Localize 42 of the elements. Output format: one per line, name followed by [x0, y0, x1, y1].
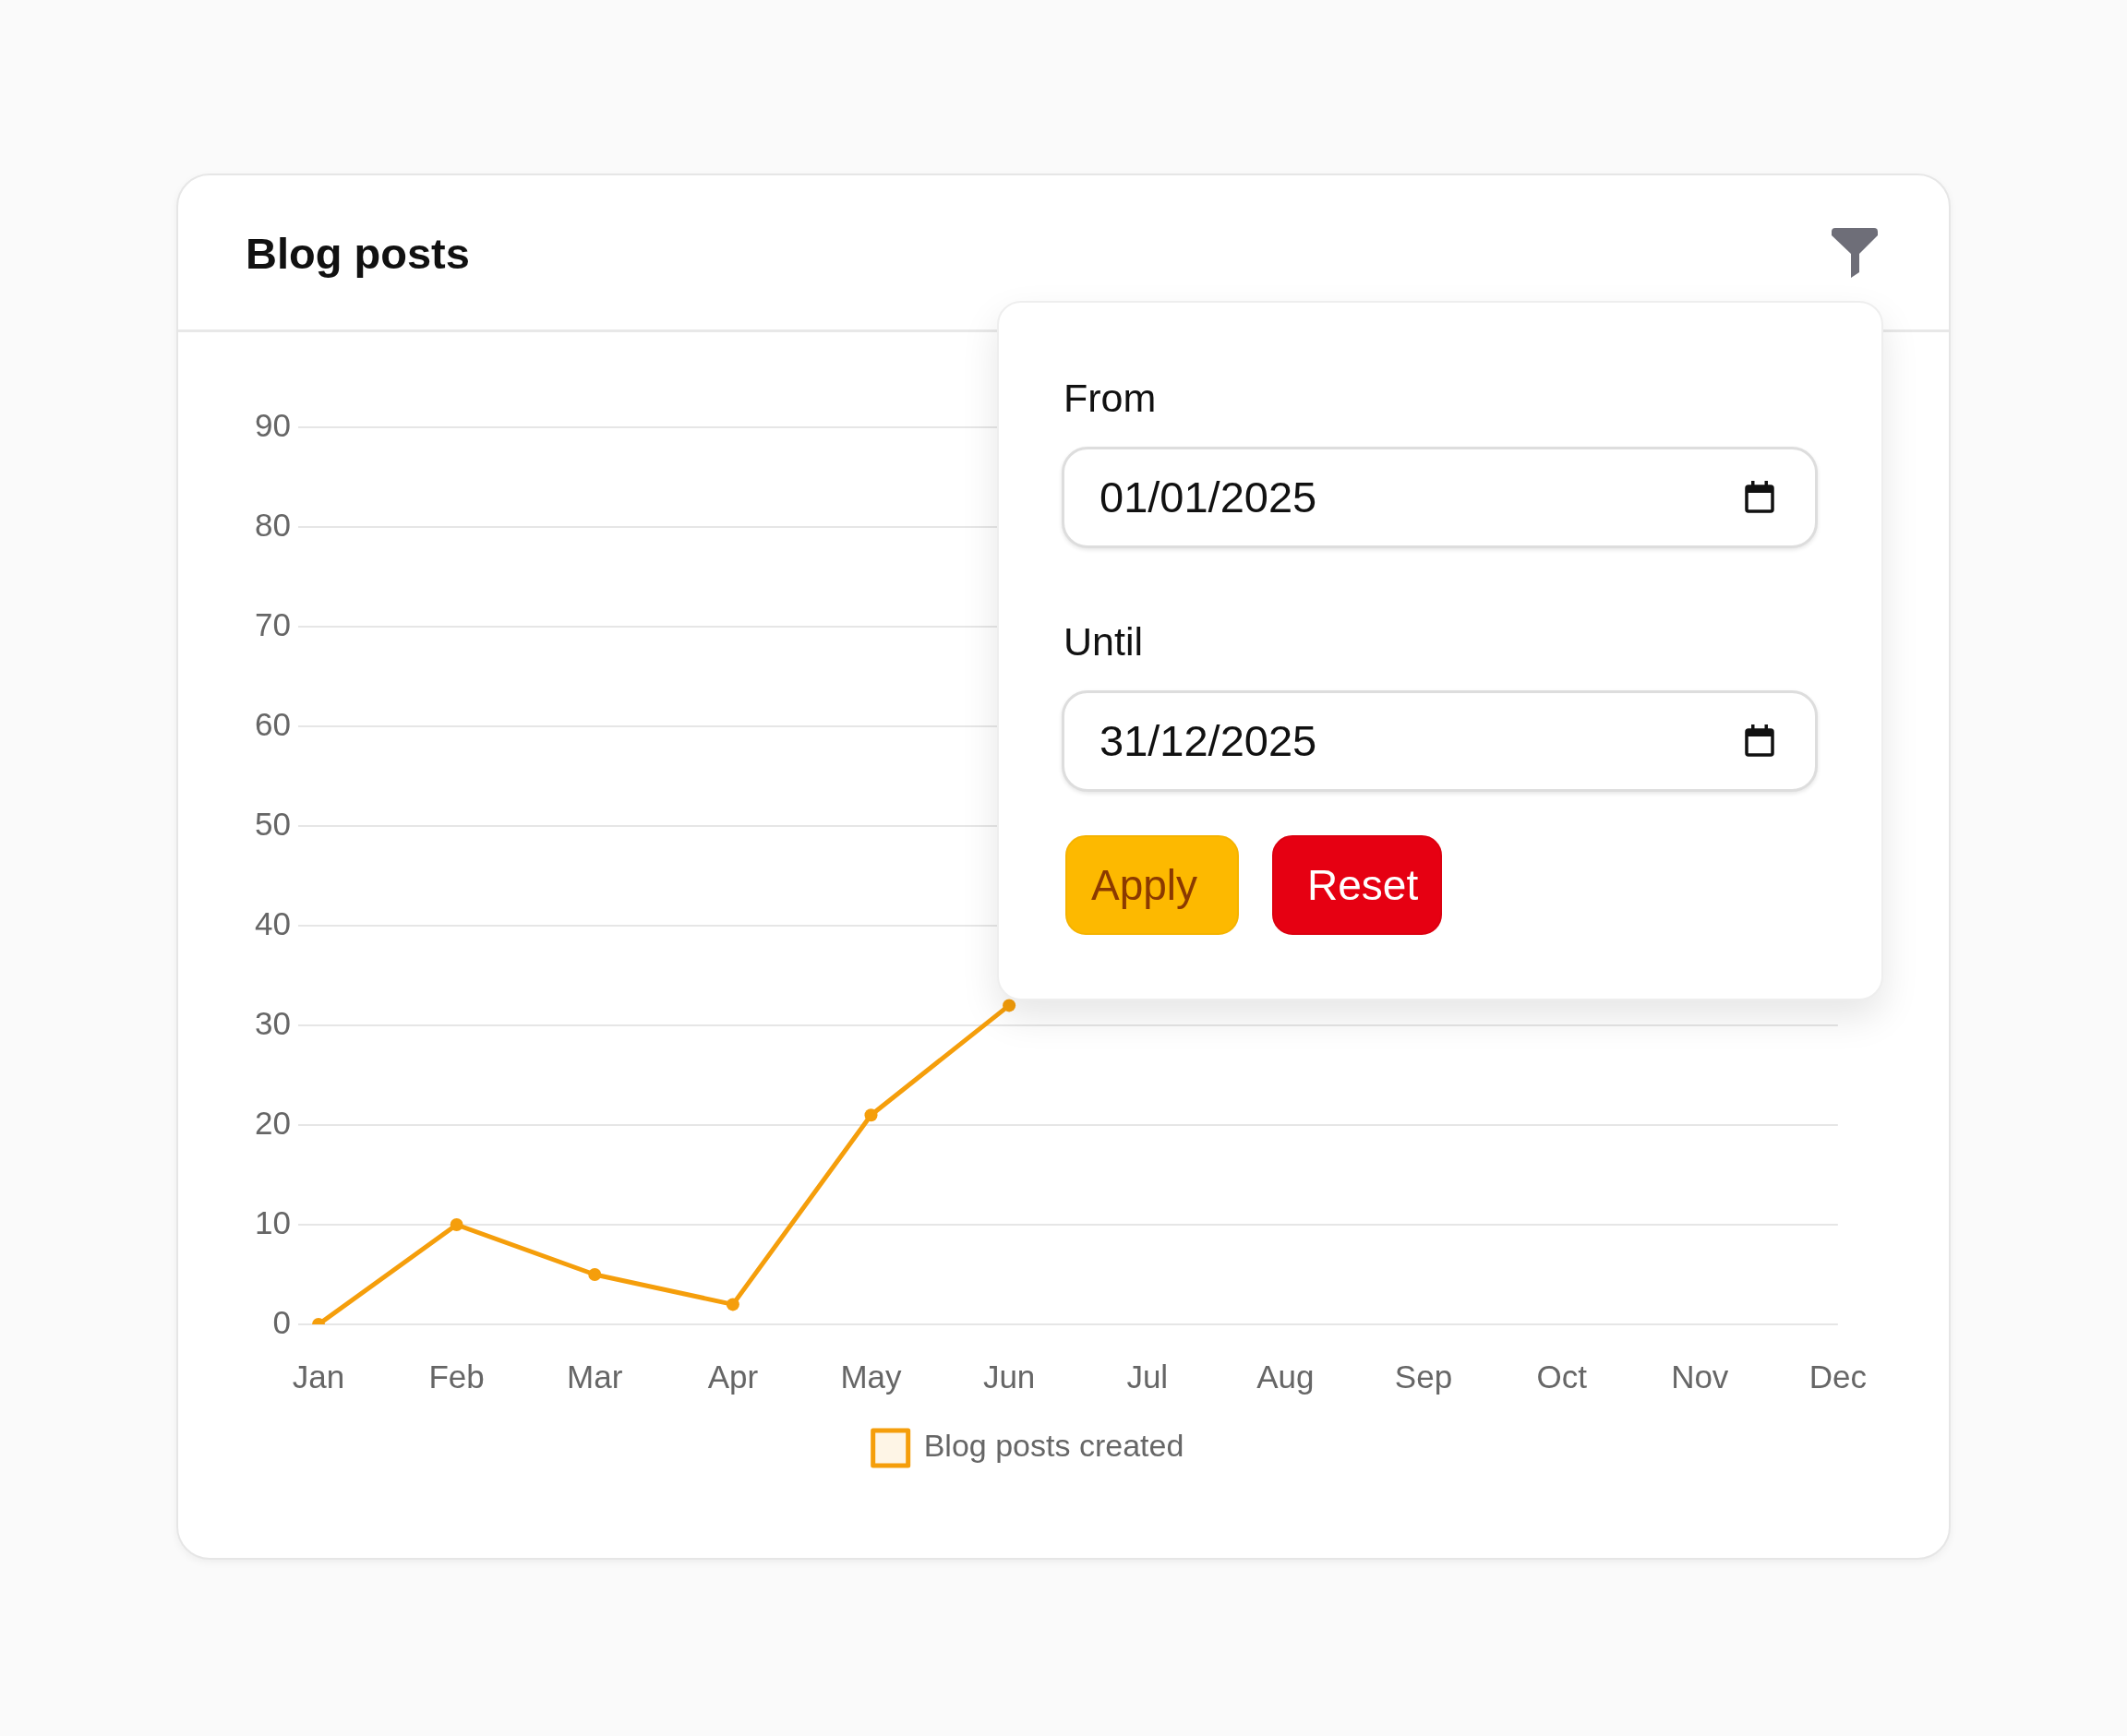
- x-tick-label: Sep: [1394, 1358, 1453, 1395]
- y-tick-label: 40: [255, 904, 291, 941]
- y-tick-label: 90: [255, 406, 291, 443]
- apply-button[interactable]: [1065, 835, 1239, 935]
- x-tick-label: Feb: [428, 1358, 485, 1395]
- legend-label: Blog posts created: [923, 1428, 1184, 1464]
- y-tick-label: 70: [255, 605, 291, 642]
- x-tick-label: Mar: [567, 1358, 623, 1395]
- x-tick-label: May: [840, 1358, 903, 1395]
- x-tick-label: Apr: [707, 1358, 759, 1395]
- x-tick-label: Jul: [1126, 1358, 1169, 1395]
- point: [588, 1268, 602, 1281]
- y-tick-label: 80: [255, 506, 291, 543]
- calendar-icon[interactable]: [1744, 724, 1775, 758]
- annotation: 31/12/2025: [1100, 716, 1317, 765]
- point: [450, 1218, 463, 1231]
- y-tick-label: 10: [255, 1203, 291, 1240]
- y-tick-label: 20: [255, 1104, 291, 1141]
- point: [864, 1108, 878, 1122]
- y-tick-label: 0: [272, 1303, 291, 1340]
- date-field[interactable]: [1062, 690, 1818, 792]
- chart-title: Blog posts: [246, 228, 470, 280]
- reset-button[interactable]: [1272, 835, 1442, 935]
- y-tick-label: 50: [255, 805, 291, 842]
- x-tick-label: Oct: [1536, 1358, 1588, 1395]
- x-tick-label: Aug: [1256, 1358, 1315, 1395]
- x-tick-label: Jun: [982, 1358, 1036, 1395]
- calendar-icon[interactable]: [1744, 480, 1775, 514]
- y-tick-label: 60: [255, 705, 291, 742]
- date-field[interactable]: [1062, 447, 1818, 548]
- annotation: Until: [1064, 618, 1144, 664]
- x-tick-label: Dec: [1809, 1358, 1867, 1395]
- annotation: Reset: [1307, 860, 1419, 910]
- point: [726, 1298, 739, 1311]
- text: From: [1064, 375, 1157, 421]
- x-tick-label: Nov: [1671, 1358, 1729, 1395]
- annotation: 01/01/2025: [1100, 473, 1317, 521]
- point: [1003, 999, 1016, 1012]
- filter-icon[interactable]: [1831, 226, 1879, 278]
- annotation: Apply: [1091, 860, 1198, 910]
- y-tick-label: 30: [255, 1004, 291, 1041]
- x-tick-label: Jan: [292, 1358, 345, 1395]
